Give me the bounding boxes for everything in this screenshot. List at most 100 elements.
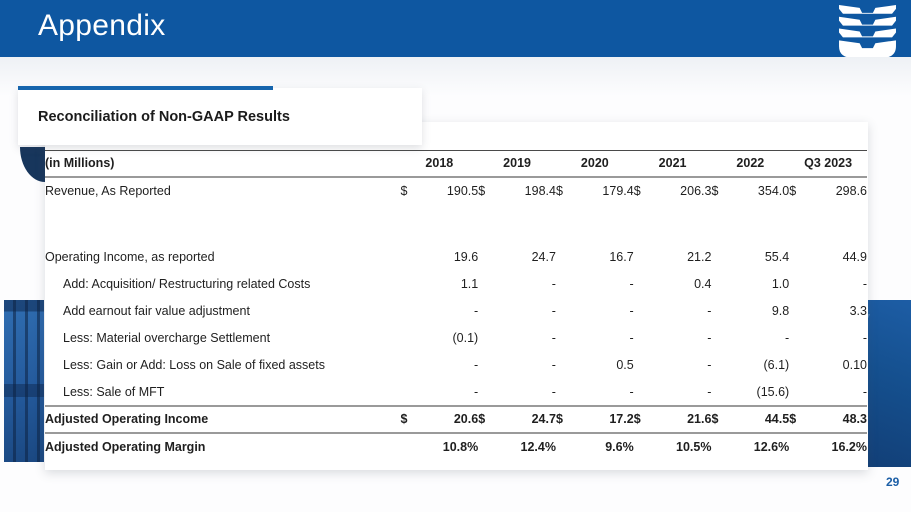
- unit-label: (in Millions): [45, 156, 115, 171]
- table-row: Add earnout fair value adjustment - - - - 9.8…: [45, 298, 867, 325]
- currency-cell: $: [711, 183, 719, 198]
- currency-cell: [556, 298, 572, 325]
- currency-cell: [478, 244, 494, 271]
- currency-cell: [478, 433, 494, 460]
- value-cell: 298.6: [835, 183, 867, 198]
- row-label: Less: Material overcharge Settlement: [63, 331, 271, 345]
- table-row: Less: Sale of MFT - - - - (15.6) -: [45, 379, 867, 406]
- value-cell: (6.1): [763, 358, 790, 372]
- section-title: Reconciliation of Non-GAAP Results: [38, 109, 290, 125]
- currency-cell: [400, 433, 416, 460]
- table-body: Revenue, As Reported $190.5 $198.4 $179.4 $2…: [45, 177, 867, 460]
- value-cell: 12.6%: [753, 439, 790, 454]
- currency-cell: [789, 352, 805, 379]
- value-cell: -: [551, 277, 556, 291]
- value-cell: -: [707, 384, 712, 399]
- value-cell: 198.4: [524, 183, 556, 198]
- currency-cell: $: [478, 412, 486, 426]
- value-cell: 20.6: [453, 412, 479, 426]
- year-column-header: 2022: [736, 156, 765, 171]
- spacer-row: [45, 204, 867, 244]
- currency-cell: [400, 325, 416, 352]
- currency-cell: [478, 325, 494, 352]
- row-label: Adjusted Operating Income: [45, 412, 209, 426]
- currency-cell: [711, 325, 727, 352]
- value-cell: 48.3: [842, 412, 867, 426]
- currency-cell: $: [633, 412, 641, 426]
- currency-cell: $: [633, 183, 641, 198]
- currency-cell: [400, 352, 416, 379]
- currency-cell: [711, 433, 727, 460]
- value-cell: 10.5%: [676, 439, 712, 454]
- value-cell: -: [474, 384, 479, 399]
- table-header-row: (in Millions) 2018 2019 2020 2021 2022 Q3 2023: [45, 150, 867, 177]
- value-cell: 0.10: [842, 358, 867, 372]
- currency-cell: [789, 298, 805, 325]
- row-label: Add earnout fair value adjustment: [63, 304, 250, 318]
- currency-cell: [634, 379, 650, 406]
- currency-cell: [400, 244, 416, 271]
- year-column-header: 2018: [425, 156, 454, 171]
- currency-cell: [400, 379, 416, 406]
- background-photo-left: [4, 300, 44, 462]
- value-cell: (15.6): [756, 384, 790, 399]
- value-cell: 17.2: [609, 412, 634, 426]
- table-row: Adjusted Operating Margin 10.8% 12.4% 9.6% 1…: [45, 433, 867, 460]
- value-cell: 1.0: [771, 277, 790, 291]
- value-cell: 44.9: [842, 250, 867, 264]
- table-row: Less: Material overcharge Settlement (0.1…: [45, 325, 867, 352]
- currency-cell: [634, 352, 650, 379]
- value-cell: 16.7: [609, 250, 634, 264]
- section-accent-line: [18, 86, 273, 90]
- currency-cell: [634, 433, 650, 460]
- currency-cell: [400, 271, 416, 298]
- currency-cell: [556, 271, 572, 298]
- currency-cell: [478, 298, 494, 325]
- currency-cell: [556, 244, 572, 271]
- value-cell: 16.2%: [831, 439, 867, 454]
- value-cell: -: [474, 304, 479, 318]
- slide-header-bar: Appendix: [0, 0, 911, 58]
- value-cell: 206.3: [680, 183, 712, 198]
- value-cell: 24.7: [531, 412, 556, 426]
- currency-cell: [634, 271, 650, 298]
- currency-cell: [789, 325, 805, 352]
- currency-cell: [789, 271, 805, 298]
- currency-cell: [711, 298, 727, 325]
- value-cell: -: [551, 358, 556, 372]
- currency-cell: $: [555, 183, 563, 198]
- value-cell: -: [551, 331, 556, 345]
- value-cell: -: [862, 331, 867, 345]
- value-cell: 0.4: [694, 277, 712, 291]
- page-number: 29: [886, 475, 900, 489]
- currency-cell: [478, 379, 494, 406]
- table-row: Revenue, As Reported $190.5 $198.4 $179.4 $2…: [45, 177, 867, 204]
- currency-cell: $: [789, 412, 797, 426]
- value-cell: 354.0: [757, 183, 790, 198]
- non-gaap-table: (in Millions) 2018 2019 2020 2021 2022 Q3 2023…: [45, 150, 867, 460]
- currency-cell: [634, 298, 650, 325]
- value-cell: -: [785, 331, 790, 345]
- table-row: Add: Acquisition/ Restructuring related …: [45, 271, 867, 298]
- value-cell: 10.8%: [442, 439, 479, 454]
- currency-cell: $: [400, 183, 408, 198]
- value-cell: -: [551, 304, 556, 318]
- currency-cell: [400, 298, 416, 325]
- currency-cell: [789, 433, 805, 460]
- background-photo-right: [868, 300, 911, 467]
- value-cell: -: [551, 384, 556, 399]
- currency-cell: [711, 379, 727, 406]
- currency-cell: [789, 379, 805, 406]
- currency-cell: $: [400, 412, 408, 426]
- value-cell: -: [707, 331, 712, 345]
- year-column-header: 2019: [503, 156, 531, 171]
- value-cell: (0.1): [452, 331, 479, 345]
- value-cell: -: [629, 331, 634, 345]
- currency-cell: [634, 244, 650, 271]
- value-cell: 9.6%: [605, 439, 634, 454]
- section-title-box: Reconciliation of Non-GAAP Results: [18, 88, 422, 145]
- currency-cell: $: [478, 183, 486, 198]
- currency-cell: [634, 325, 650, 352]
- currency-cell: [478, 271, 494, 298]
- value-cell: 179.4: [602, 183, 634, 198]
